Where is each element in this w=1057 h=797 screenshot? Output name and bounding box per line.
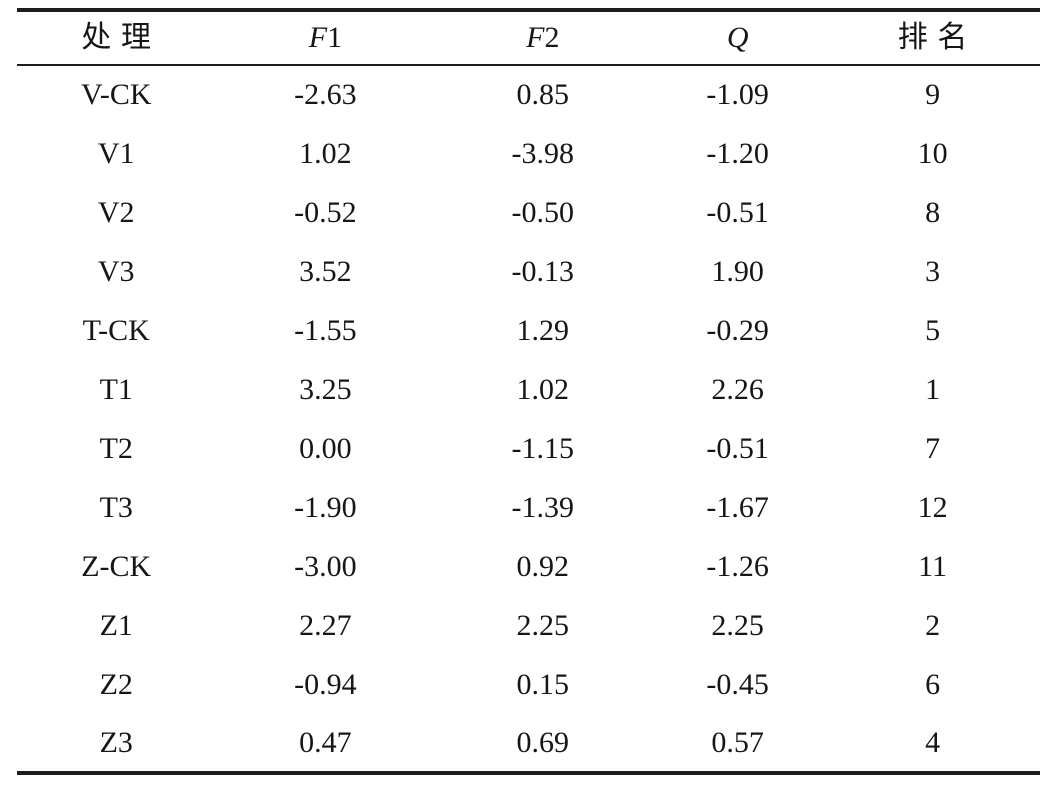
cell-treatment: T-CK [82, 313, 150, 347]
header-treatment-label: 处理 [81, 21, 161, 54]
table-row: T3 -1.90 -1.39 -1.67 12 [17, 478, 1040, 537]
cell-treatment: Z1 [99, 608, 133, 642]
cell-f2: -0.13 [511, 254, 575, 288]
table-row: T2 0.00 -1.15 -0.51 7 [17, 419, 1040, 478]
cell-f1: 0.47 [299, 725, 352, 759]
cell-treatment: V3 [97, 254, 135, 288]
cell-rank: 11 [918, 549, 948, 583]
cell-f1: -2.63 [294, 78, 357, 111]
cell-rank: 5 [925, 313, 941, 347]
table-row: Z3 0.47 0.69 0.57 4 [17, 714, 1040, 773]
cell-rank: 7 [925, 431, 941, 465]
header-f1: F1 [215, 10, 436, 66]
cell-treatment: T2 [99, 431, 133, 465]
cell-f2: 2.25 [516, 608, 570, 642]
cell-f1: -1.90 [294, 490, 357, 524]
header-treatment: 处理 [17, 10, 216, 66]
cell-f2: 0.92 [516, 549, 570, 583]
cell-f1: -0.94 [294, 667, 357, 701]
cell-q: -0.45 [706, 667, 769, 701]
table-row: V3 3.52 -0.13 1.90 3 [17, 242, 1040, 301]
cell-q: -0.51 [706, 431, 769, 465]
cell-rank: 1 [925, 372, 941, 406]
cell-f2: -1.39 [511, 490, 575, 524]
cell-rank: 4 [925, 725, 941, 759]
cell-f2: -1.15 [511, 431, 575, 465]
cell-f2: 1.02 [516, 372, 570, 406]
cell-rank: 12 [917, 490, 948, 524]
table-header-row: 处理 F1 F2 Q 排名 [17, 10, 1040, 66]
table-row: V2 -0.52 -0.50 -0.51 8 [17, 183, 1040, 242]
cell-q: -0.29 [706, 313, 769, 347]
cell-q: -1.09 [706, 78, 769, 111]
cell-f1: 0.00 [299, 431, 352, 465]
cell-rank: 9 [925, 78, 941, 111]
cell-f1: -0.52 [294, 195, 357, 229]
cell-rank: 2 [925, 608, 941, 642]
cell-f2: 1.29 [516, 313, 570, 347]
cell-q: 0.57 [711, 725, 764, 759]
table-row: Z-CK -3.00 0.92 -1.26 11 [17, 537, 1040, 596]
cell-treatment: Z-CK [81, 549, 152, 583]
cell-f2: 0.85 [516, 78, 570, 111]
cell-f2: 0.69 [516, 725, 570, 759]
table-row: Z2 -0.94 0.15 -0.45 6 [17, 655, 1040, 714]
cell-q: 2.25 [711, 608, 764, 642]
cell-q: 1.90 [711, 254, 764, 288]
table-row: Z1 2.27 2.25 2.25 2 [17, 596, 1040, 655]
cell-q: -1.26 [706, 549, 769, 583]
cell-treatment: T1 [99, 372, 133, 406]
table-row: V-CK -2.63 0.85 -1.09 9 [17, 65, 1040, 124]
cell-f2: 0.15 [516, 667, 570, 701]
table-row: T1 3.25 1.02 2.26 1 [17, 360, 1040, 419]
table-body: V-CK -2.63 0.85 -1.09 9 V1 1.02 -3.98 -1… [17, 65, 1040, 773]
cell-treatment: Z2 [99, 667, 133, 701]
cell-treatment: T3 [99, 490, 133, 524]
table-header: 处理 F1 F2 Q 排名 [17, 10, 1040, 66]
cell-rank: 3 [925, 254, 941, 288]
cell-f2: -3.98 [511, 136, 575, 170]
cell-f1: 3.25 [299, 372, 352, 406]
cell-q: 2.26 [711, 372, 764, 406]
table-row: V1 1.02 -3.98 -1.20 10 [17, 124, 1040, 183]
cell-f1: -3.00 [294, 549, 357, 583]
cell-rank: 10 [917, 136, 948, 170]
cell-f1: 3.52 [299, 254, 352, 288]
header-rank: 排名 [825, 10, 1040, 66]
header-rank-label: 排名 [897, 21, 977, 54]
cell-f1: -1.55 [294, 313, 357, 347]
header-f2: F2 [435, 10, 651, 66]
cell-treatment: V-CK [80, 78, 152, 111]
factor-score-table: 处理 F1 F2 Q 排名 V-CK -2.63 0.85 -1.09 9 V1… [17, 8, 1040, 775]
table-row: T-CK -1.55 1.29 -0.29 5 [17, 301, 1040, 360]
cell-treatment: Z3 [99, 725, 133, 759]
cell-treatment: V1 [97, 136, 135, 170]
cell-q: -1.67 [706, 490, 769, 524]
header-q: Q [650, 10, 826, 66]
cell-f1: 1.02 [299, 136, 352, 170]
cell-f2: -0.50 [511, 195, 575, 229]
cell-rank: 8 [925, 195, 941, 229]
cell-q: -1.20 [706, 136, 769, 170]
cell-rank: 6 [925, 667, 941, 701]
cell-f1: 2.27 [299, 608, 352, 642]
cell-treatment: V2 [97, 195, 135, 229]
cell-q: -0.51 [706, 195, 769, 229]
